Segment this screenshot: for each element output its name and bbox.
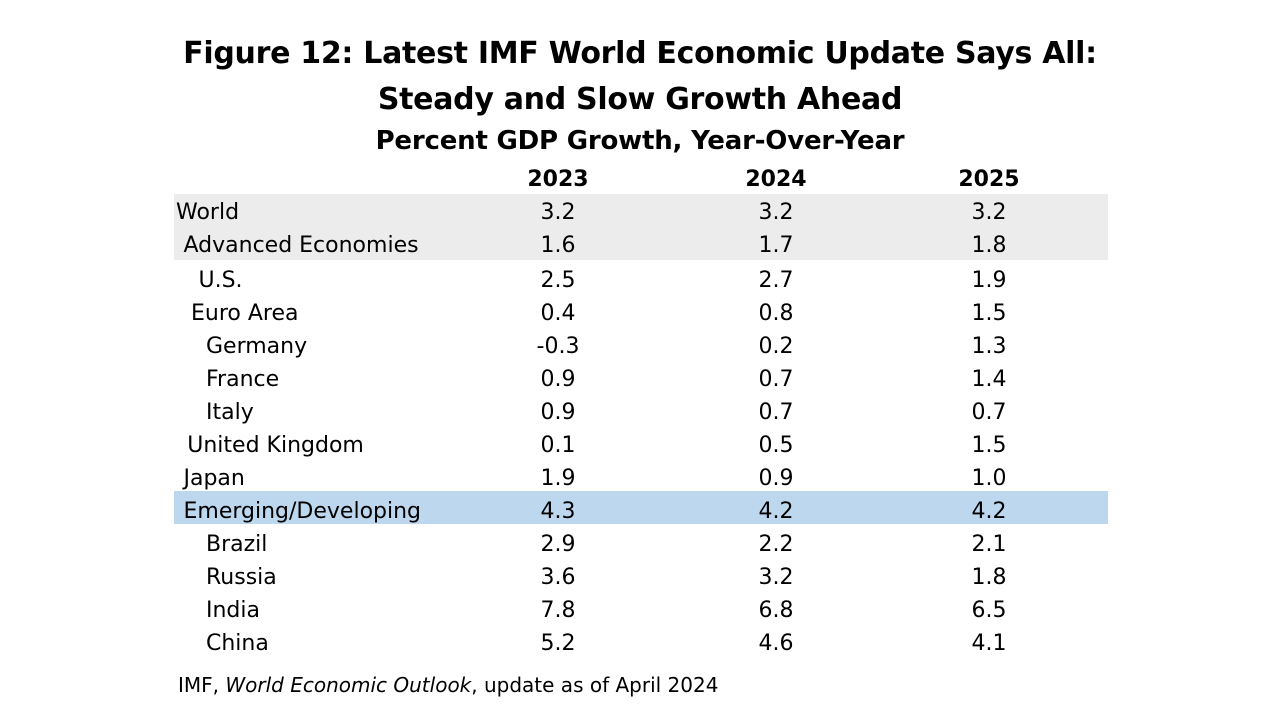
row-label: Euro Area [191, 301, 299, 326]
highlight-band-gray [174, 194, 1108, 260]
value-cell-2025: 1.5 [971, 433, 1007, 458]
row-label: India [206, 598, 260, 623]
value-cell-2023: 0.9 [540, 367, 576, 392]
value-cell-2023: 2.5 [540, 268, 576, 293]
chart-title-line-2: Steady and Slow Growth Ahead [377, 82, 903, 117]
column-header-2024: 2024 [745, 167, 807, 192]
row-label: Russia [206, 565, 277, 590]
source-publication: World Economic Outlook [225, 673, 472, 697]
value-cell-2024: 6.8 [758, 598, 794, 623]
value-cell-2024: 4.6 [758, 631, 794, 656]
value-cell-2023: 1.6 [540, 233, 576, 258]
value-cell-2023: 0.9 [540, 400, 576, 425]
table-row: United Kingdom 0.1 0.5 1.5 [0, 429, 1280, 462]
table-row: Germany -0.3 0.2 1.3 [0, 330, 1280, 363]
value-cell-2024: 0.9 [758, 466, 794, 491]
table-row: China 5.2 4.6 4.1 [0, 627, 1280, 660]
table-row: Emerging/Developing 4.3 4.2 4.2 [0, 495, 1280, 528]
row-label: U.S. [198, 268, 243, 293]
table-row: Japan 1.9 0.9 1.0 [0, 462, 1280, 495]
table-row: Italy 0.9 0.7 0.7 [0, 396, 1280, 429]
chart-title-line-1: Figure 12: Latest IMF World Economic Upd… [183, 36, 1097, 71]
value-cell-2025: 0.7 [971, 400, 1007, 425]
value-cell-2023: 5.2 [540, 631, 576, 656]
source-note: IMF, World Economic Outlook, update as o… [178, 672, 718, 698]
row-label: Italy [206, 400, 254, 425]
value-cell-2023: 7.8 [540, 598, 576, 623]
table-row: France 0.9 0.7 1.4 [0, 363, 1280, 396]
value-cell-2025: 1.8 [971, 233, 1007, 258]
row-label: Japan [183, 466, 245, 491]
value-cell-2024: 1.7 [758, 233, 794, 258]
value-cell-2023: 3.2 [540, 200, 576, 225]
value-cell-2025: 1.9 [971, 268, 1007, 293]
value-cell-2023: 0.1 [540, 433, 576, 458]
source-suffix: , update as of April 2024 [471, 673, 719, 697]
row-label: United Kingdom [187, 433, 364, 458]
value-cell-2025: 3.2 [971, 200, 1007, 225]
table-row: Russia 3.6 3.2 1.8 [0, 561, 1280, 594]
value-cell-2024: 0.7 [758, 400, 794, 425]
value-cell-2025: 4.2 [971, 499, 1007, 524]
row-label: Advanced Economies [183, 233, 419, 258]
value-cell-2024: 2.7 [758, 268, 794, 293]
value-cell-2024: 3.2 [758, 200, 794, 225]
value-cell-2025: 6.5 [971, 598, 1007, 623]
table-row: Advanced Economies 1.6 1.7 1.8 [0, 229, 1280, 262]
value-cell-2023: 3.6 [540, 565, 576, 590]
row-label: China [206, 631, 269, 656]
row-label: World [176, 200, 240, 225]
row-label: Emerging/Developing [183, 499, 422, 524]
value-cell-2025: 1.0 [971, 466, 1007, 491]
highlight-band-blue [174, 491, 1108, 524]
column-header-2023: 2023 [527, 167, 589, 192]
table-row: India 7.8 6.8 6.5 [0, 594, 1280, 627]
value-cell-2025: 1.8 [971, 565, 1007, 590]
chart-subtitle: Percent GDP Growth, Year-Over-Year [375, 126, 905, 156]
row-label: Germany [206, 334, 308, 359]
value-cell-2024: 2.2 [758, 532, 794, 557]
table-row: Brazil 2.9 2.2 2.1 [0, 528, 1280, 561]
row-label: Brazil [206, 532, 268, 557]
value-cell-2024: 0.5 [758, 433, 794, 458]
value-cell-2025: 2.1 [971, 532, 1007, 557]
value-cell-2023: 2.9 [540, 532, 576, 557]
value-cell-2024: 3.2 [758, 565, 794, 590]
table-row: World 3.2 3.2 3.2 [0, 196, 1280, 229]
value-cell-2023: 1.9 [540, 466, 576, 491]
value-cell-2025: 4.1 [971, 631, 1007, 656]
value-cell-2023: 0.4 [540, 301, 576, 326]
value-cell-2024: 0.8 [758, 301, 794, 326]
row-label: France [206, 367, 280, 392]
value-cell-2025: 1.3 [971, 334, 1007, 359]
source-prefix: IMF, [178, 673, 226, 697]
table-row: Euro Area 0.4 0.8 1.5 [0, 297, 1280, 330]
value-cell-2024: 0.7 [758, 367, 794, 392]
table-row: U.S. 2.5 2.7 1.9 [0, 264, 1280, 297]
value-cell-2025: 1.4 [971, 367, 1007, 392]
value-cell-2024: 4.2 [758, 499, 794, 524]
value-cell-2024: 0.2 [758, 334, 794, 359]
column-header-2025: 2025 [958, 167, 1020, 192]
value-cell-2023: -0.3 [536, 334, 580, 359]
value-cell-2025: 1.5 [971, 301, 1007, 326]
value-cell-2023: 4.3 [540, 499, 576, 524]
